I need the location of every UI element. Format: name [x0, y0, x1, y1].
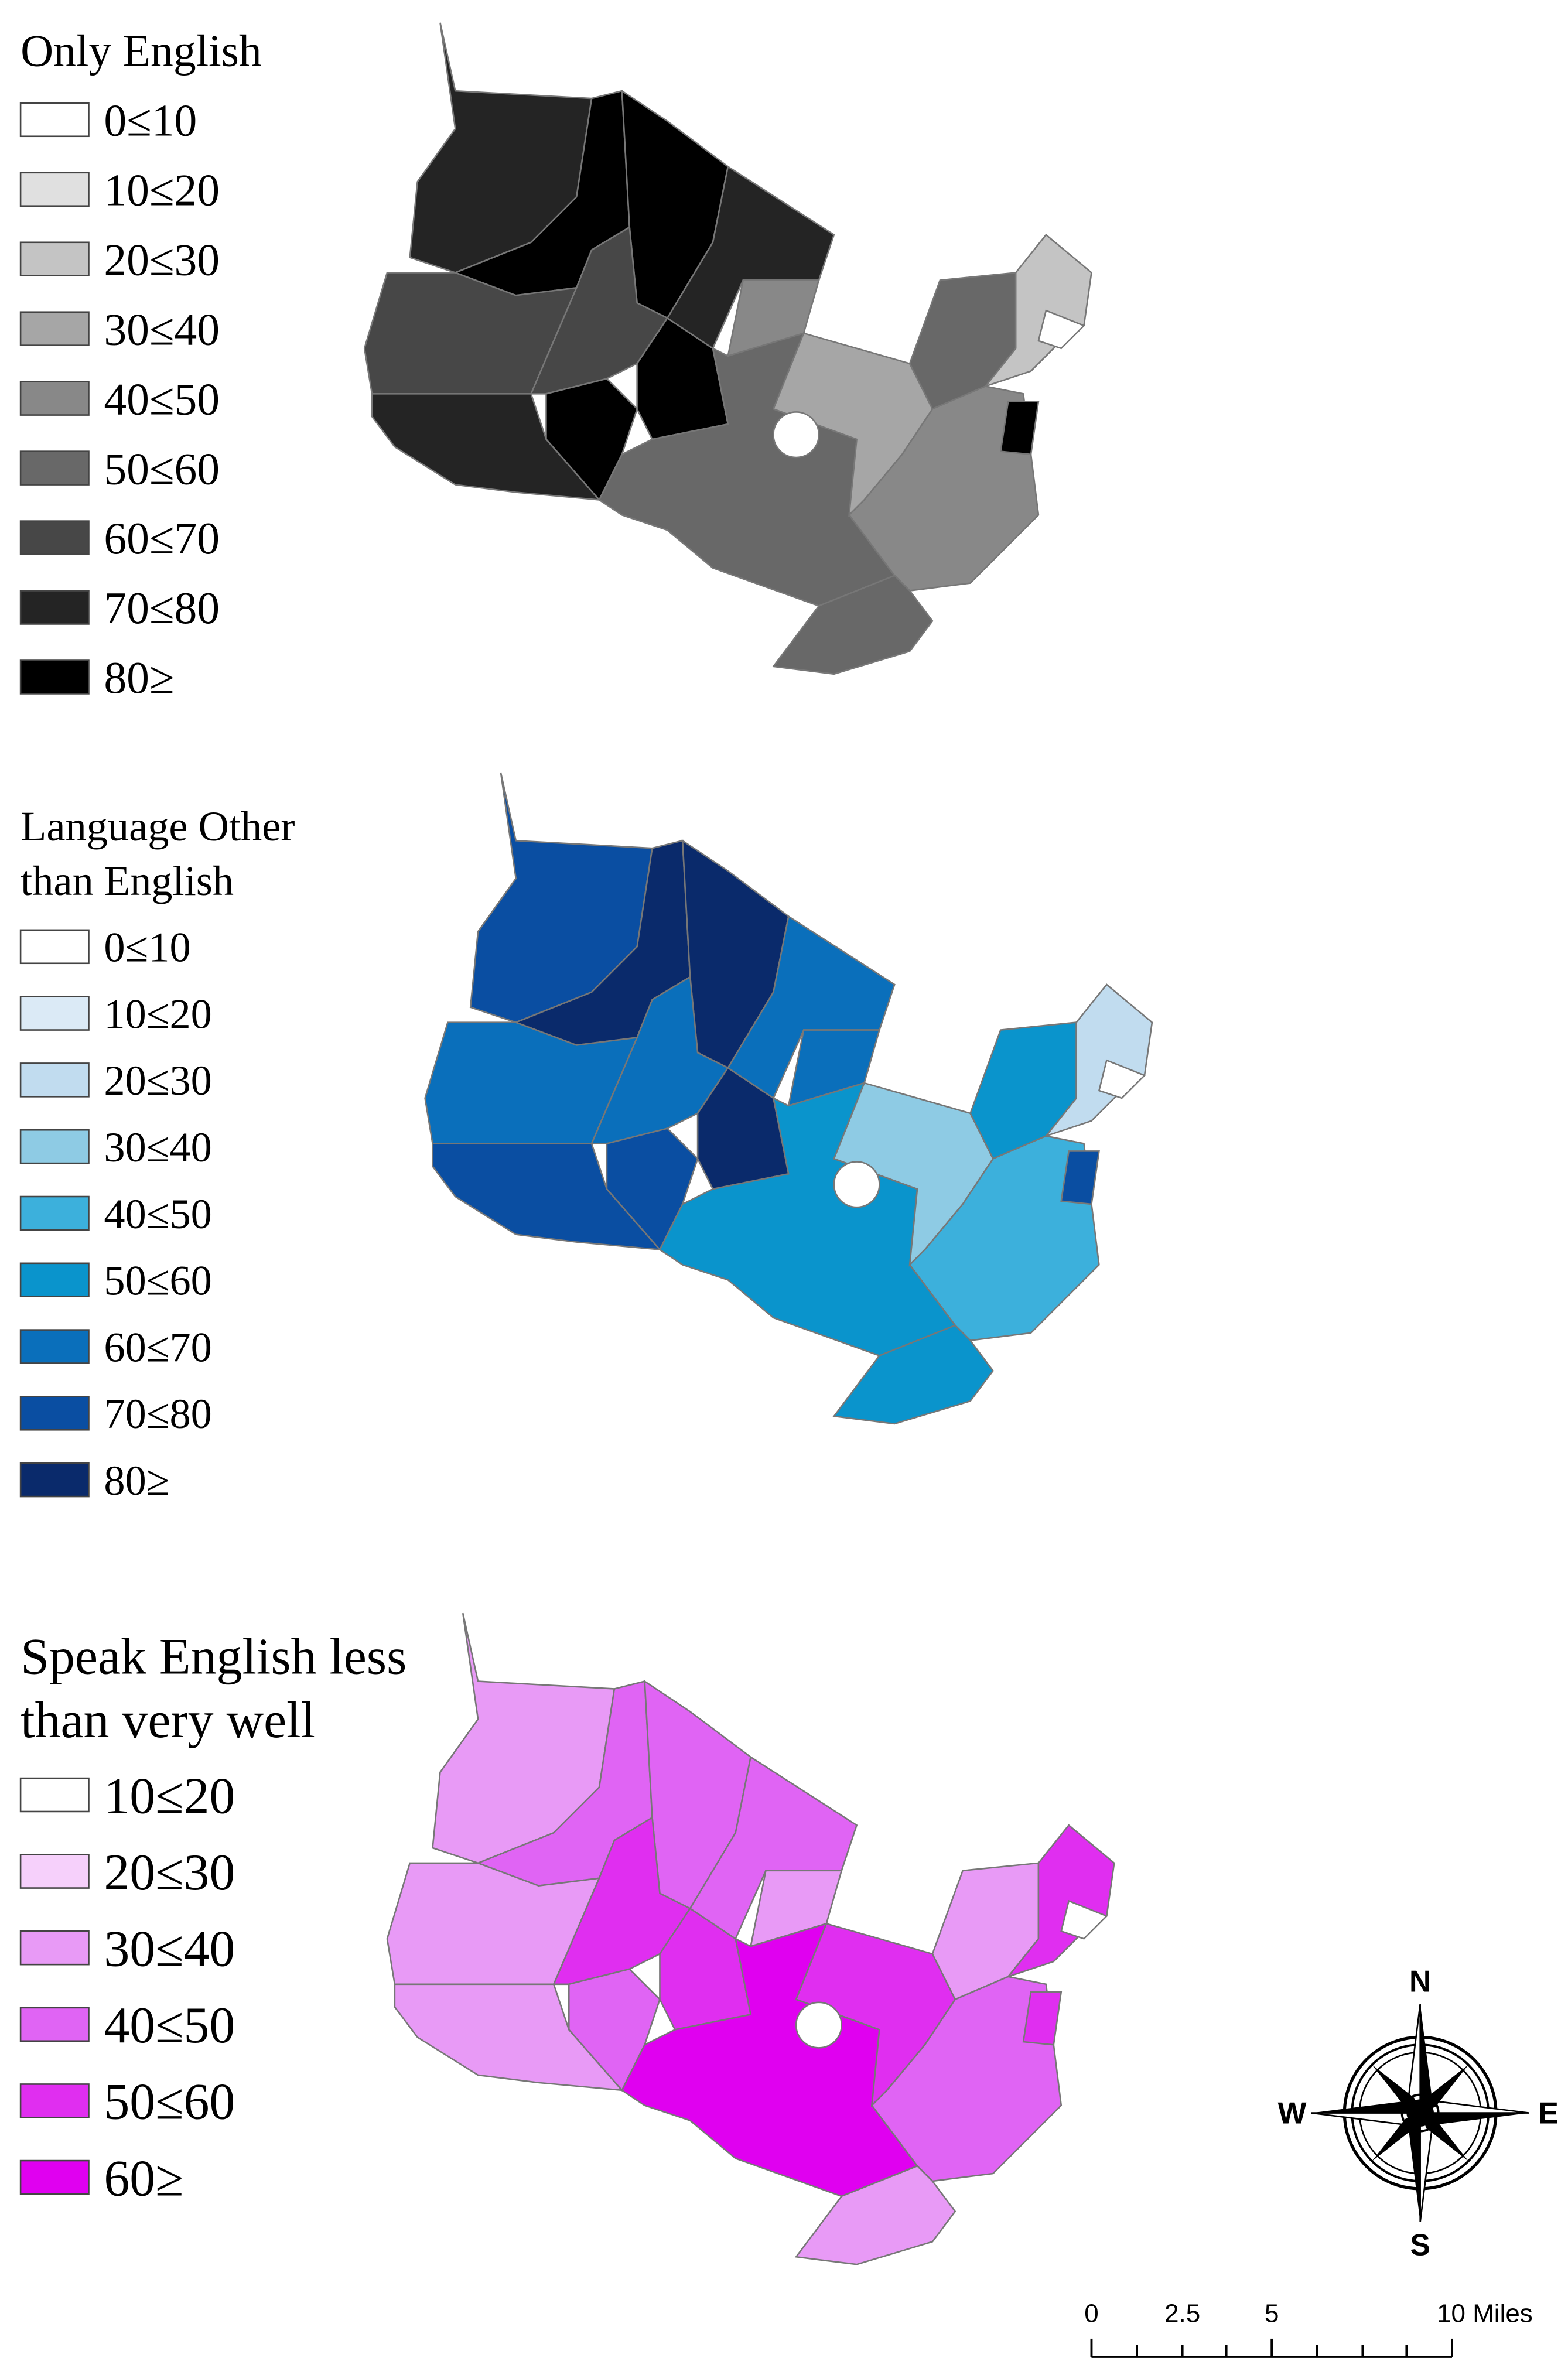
district: [794, 2165, 956, 2265]
legend-swatch: [19, 381, 90, 416]
legend-swatch: [19, 1462, 90, 1498]
district: [394, 1983, 624, 2092]
legend-swatch: [19, 1062, 90, 1098]
legend-title: than English: [21, 857, 234, 904]
legend-swatch: [19, 1854, 90, 1889]
legend-swatch: [19, 2159, 90, 2195]
legend-label: 60≤70: [104, 513, 220, 563]
legend-label: 40≤50: [104, 1190, 212, 1238]
district: [772, 575, 934, 675]
legend-label: 20≤30: [104, 1057, 212, 1104]
legend-swatch: [19, 590, 90, 625]
legend-swatch: [19, 1195, 90, 1231]
legend-label: 80≥: [104, 1457, 169, 1504]
district: [689, 1755, 858, 1940]
compass-label: E: [1538, 2096, 1559, 2130]
legend-swatch: [19, 311, 90, 346]
legend-label: 30≤40: [104, 304, 220, 354]
district: [727, 915, 896, 1099]
legend-swatch: [19, 2007, 90, 2042]
legend-label: 10≤20: [104, 990, 212, 1037]
legend-swatch: [19, 929, 90, 965]
legend-swatch: [19, 1329, 90, 1364]
legend-title: Speak English less: [21, 1628, 406, 1685]
district: [1022, 1991, 1063, 2046]
legend-swatch: [19, 1396, 90, 1431]
legend-label: 10≤20: [104, 1768, 235, 1824]
legend-swatch: [19, 996, 90, 1031]
legend-label: 50≤60: [104, 443, 220, 494]
compass-label: N: [1409, 1964, 1431, 1998]
legend-swatch: [19, 1930, 90, 1966]
legend-swatch: [19, 659, 90, 695]
legend-label: 70≤80: [104, 583, 220, 633]
scale-label: 0: [1084, 2299, 1098, 2328]
legend-label: 50≤60: [104, 1257, 212, 1304]
choropleth-map: [386, 1612, 1115, 2265]
compass-rose: N S E W: [1278, 1964, 1559, 2262]
legend-label: 0≤10: [104, 924, 190, 971]
legend-swatch: [19, 1262, 90, 1297]
legend-label: 10≤20: [104, 165, 220, 215]
legend-swatch: [19, 241, 90, 276]
legend-label: 20≤30: [104, 1844, 235, 1901]
legend-label: 30≤40: [104, 1123, 212, 1171]
scale-bar: [1090, 2338, 1453, 2358]
legend-title: Only English: [21, 25, 262, 76]
district: [1037, 309, 1085, 350]
scale-label: 10 Miles: [1437, 2299, 1533, 2328]
legend-label: 60≥: [104, 2150, 183, 2207]
district: [1060, 1150, 1100, 1205]
legend-label: 30≤40: [104, 1920, 235, 1977]
legend-label: 80≥: [104, 652, 174, 703]
district: [371, 393, 602, 501]
legend-label: 60≤70: [104, 1323, 212, 1371]
water-hole: [773, 411, 820, 459]
legend-swatch: [19, 1777, 90, 1813]
legend-label: 0≤10: [104, 95, 197, 145]
legend-swatch: [19, 2083, 90, 2118]
choropleth-map: [424, 772, 1153, 1425]
compass-label: W: [1278, 2096, 1307, 2130]
scale-label: 5: [1265, 2299, 1279, 2328]
legend-label: 40≤50: [104, 374, 220, 424]
district: [999, 401, 1040, 456]
choropleth-map: [363, 22, 1092, 675]
legend-swatch: [19, 450, 90, 486]
legend-label: 20≤30: [104, 234, 220, 285]
legend-swatch: [19, 172, 90, 207]
legend-label: 50≤60: [104, 2074, 235, 2131]
district: [832, 1324, 994, 1425]
district: [1098, 1059, 1146, 1099]
legend-swatch: [19, 102, 90, 138]
legend-swatch: [19, 520, 90, 555]
legend-title: Language Other: [21, 802, 295, 850]
water-hole: [833, 1161, 880, 1208]
legend-label: 40≤50: [104, 1997, 235, 2054]
scale-label: 2.5: [1164, 2299, 1200, 2328]
district: [1060, 1899, 1108, 1940]
water-hole: [795, 2001, 843, 2049]
district: [666, 165, 835, 350]
legend-swatch: [19, 1129, 90, 1164]
legend-title: than very well: [21, 1692, 315, 1749]
compass-label: S: [1410, 2228, 1430, 2262]
district: [432, 1143, 662, 1251]
legend-label: 70≤80: [104, 1390, 212, 1437]
